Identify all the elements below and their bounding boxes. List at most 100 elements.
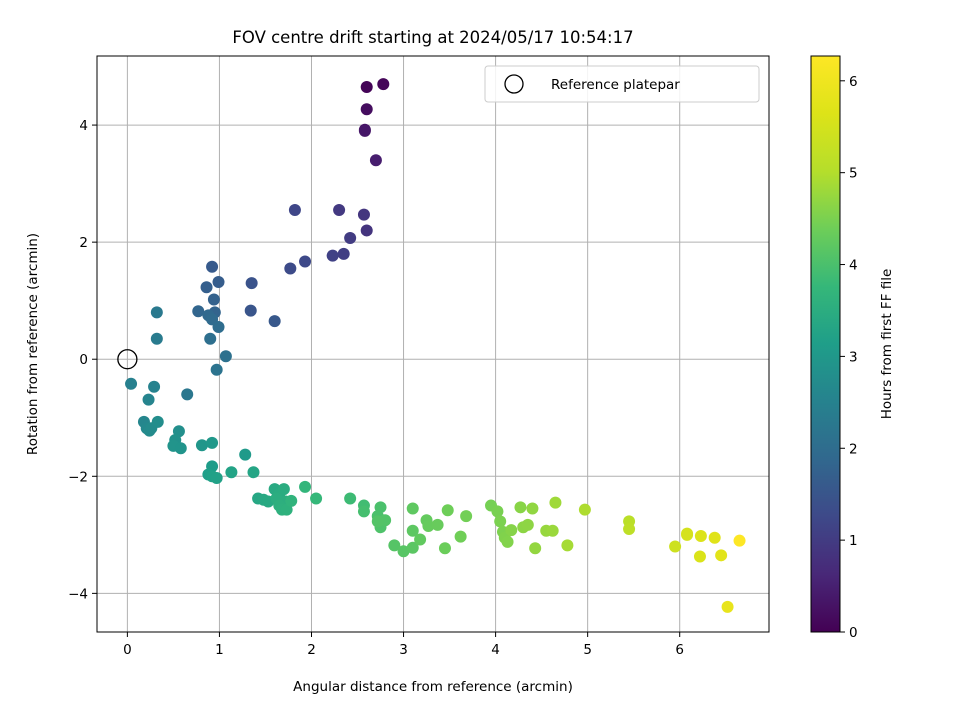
x-tick-label: 4 — [491, 642, 500, 658]
data-point — [344, 492, 357, 505]
data-point — [195, 439, 208, 452]
y-tick-label: 0 — [79, 352, 88, 368]
reference-platepar-marker — [117, 349, 138, 370]
data-point — [623, 522, 636, 535]
data-point — [357, 208, 370, 221]
data-point — [414, 533, 427, 546]
colorbar-tick-label: 1 — [849, 533, 858, 549]
data-point — [244, 304, 257, 317]
data-point — [326, 249, 339, 262]
y-tick-label: −2 — [68, 469, 88, 485]
x-tick-label: 1 — [215, 642, 224, 658]
x-tick-label: 5 — [583, 642, 592, 658]
data-point — [333, 203, 346, 216]
data-point — [546, 524, 559, 537]
data-point — [210, 472, 223, 485]
data-point — [529, 542, 542, 555]
data-point — [561, 539, 574, 552]
data-point — [422, 520, 435, 533]
x-tick-label: 3 — [399, 642, 408, 658]
data-point — [207, 293, 220, 306]
data-point — [212, 275, 225, 288]
colorbar-ticks: 0 1 2 3 4 5 6 — [840, 74, 858, 641]
y-tick-label: −4 — [68, 586, 88, 602]
data-point — [245, 277, 258, 290]
data-point — [715, 549, 728, 562]
data-point — [694, 530, 707, 542]
data-point — [693, 550, 706, 563]
data-point — [360, 103, 373, 116]
colorbar-tick-label: 4 — [849, 258, 858, 274]
colorbar-tick-label: 5 — [849, 166, 858, 182]
legend-label: Reference platepar — [551, 77, 680, 93]
data-point — [501, 535, 514, 548]
data-point — [192, 305, 205, 318]
x-tick-label: 0 — [123, 642, 132, 658]
data-point — [150, 332, 163, 345]
data-point — [397, 545, 410, 558]
legend-marker — [504, 74, 524, 94]
data-point — [268, 315, 281, 328]
data-point — [204, 332, 217, 345]
data-point — [406, 502, 419, 515]
y-tick-label: 2 — [79, 235, 88, 251]
colorbar-tick-label: 6 — [849, 74, 858, 90]
x-axis: 0 1 2 3 4 5 6 — [123, 632, 684, 658]
x-tick-label: 2 — [307, 642, 316, 658]
data-points — [117, 78, 746, 613]
data-point — [151, 415, 164, 428]
data-point — [431, 518, 444, 531]
y-axis-label: Rotation from reference (arcmin) — [25, 233, 41, 455]
data-point — [377, 78, 390, 91]
data-point — [454, 530, 467, 543]
data-point — [733, 534, 746, 547]
data-point — [721, 600, 734, 613]
data-point — [491, 505, 504, 518]
data-point — [357, 505, 370, 518]
data-point — [494, 515, 507, 528]
data-point — [438, 542, 451, 555]
data-point — [310, 492, 323, 505]
data-point — [181, 388, 194, 401]
y-axis: 4 2 0 −2 −4 — [68, 118, 97, 602]
data-point — [285, 494, 298, 507]
data-point — [360, 224, 373, 237]
data-point — [174, 442, 187, 455]
x-tick-label: 6 — [675, 642, 684, 658]
data-point — [284, 262, 297, 275]
data-point — [526, 502, 539, 515]
data-point — [521, 518, 534, 531]
data-point — [360, 81, 373, 94]
colorbar: 0 1 2 3 4 5 6 Hours from first FF file — [810, 55, 895, 641]
colorbar-tick-label: 2 — [849, 441, 858, 457]
data-point — [344, 232, 357, 245]
data-point — [358, 124, 371, 137]
y-tick-label: 4 — [79, 118, 88, 134]
data-point — [337, 247, 350, 260]
data-point — [200, 281, 213, 294]
data-point — [388, 539, 401, 552]
legend: Reference platepar — [484, 65, 760, 103]
data-point — [142, 393, 155, 406]
data-point — [206, 436, 219, 449]
colorbar-label: Hours from first FF file — [879, 269, 895, 420]
data-point — [578, 503, 591, 516]
data-point — [219, 350, 232, 363]
legend-box — [484, 65, 760, 103]
data-point — [225, 466, 238, 479]
data-point — [549, 496, 562, 509]
data-point — [681, 528, 694, 541]
data-point — [206, 260, 219, 273]
data-point — [288, 203, 301, 216]
data-point — [505, 524, 518, 537]
data-point — [239, 448, 252, 461]
data-point — [406, 541, 419, 554]
data-point — [277, 483, 290, 496]
data-point — [148, 380, 161, 393]
data-point — [708, 531, 721, 544]
data-point — [460, 510, 473, 523]
data-point — [406, 524, 419, 537]
colorbar-tick-label: 0 — [849, 625, 858, 641]
data-point — [371, 515, 384, 528]
